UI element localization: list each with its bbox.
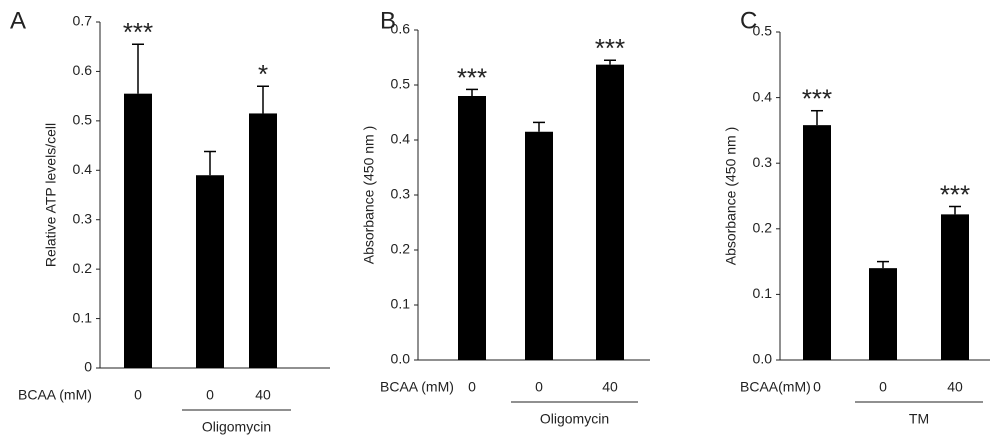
significance: *** bbox=[802, 84, 832, 114]
row-label: BCAA (mM) bbox=[380, 379, 454, 395]
y-tick-label: 0.6 bbox=[73, 62, 93, 78]
y-tick-label: 0.4 bbox=[73, 161, 93, 177]
y-tick-label: 0.4 bbox=[391, 131, 411, 147]
x-tick-label: 0 bbox=[813, 379, 821, 395]
bar bbox=[458, 96, 486, 360]
x-tick-label: 0 bbox=[468, 379, 476, 395]
significance: *** bbox=[457, 62, 487, 92]
x-tick-label: 40 bbox=[947, 379, 963, 395]
y-tick-label: 0.0 bbox=[391, 351, 411, 367]
y-tick-label: 0.2 bbox=[753, 220, 773, 236]
y-tick-label: 0 bbox=[84, 359, 92, 375]
y-tick-label: 0.1 bbox=[391, 296, 411, 312]
bar bbox=[525, 131, 553, 360]
x-tick-label: 0 bbox=[879, 379, 887, 395]
y-tick-label: 0.0 bbox=[753, 351, 773, 367]
bar bbox=[596, 64, 624, 361]
row-label: BCAA (mM) bbox=[18, 387, 92, 403]
significance: *** bbox=[123, 17, 153, 47]
bar bbox=[869, 268, 897, 360]
significance: *** bbox=[595, 33, 625, 63]
x-tick-label: 0 bbox=[134, 387, 142, 403]
group-label: Oligomycin bbox=[202, 419, 271, 435]
y-tick-label: 0.5 bbox=[391, 76, 411, 92]
bar bbox=[124, 93, 152, 369]
significance: *** bbox=[940, 179, 970, 209]
y-tick-label: 0.4 bbox=[753, 88, 773, 104]
x-tick-label: 0 bbox=[206, 387, 214, 403]
significance: * bbox=[258, 59, 268, 89]
group-label: Oligomycin bbox=[540, 411, 609, 427]
panel-label: A bbox=[10, 7, 26, 34]
y-axis-label: Absorbance (450 nm ) bbox=[723, 127, 739, 266]
bar bbox=[803, 125, 831, 360]
y-tick-label: 0.1 bbox=[73, 309, 93, 325]
y-tick-label: 0.3 bbox=[753, 154, 773, 170]
x-tick-label: 0 bbox=[535, 379, 543, 395]
y-tick-label: 0.6 bbox=[391, 21, 411, 37]
bar bbox=[196, 175, 224, 368]
bar bbox=[249, 113, 277, 368]
y-tick-label: 0.1 bbox=[753, 285, 773, 301]
y-tick-label: 0.5 bbox=[73, 112, 93, 128]
y-tick-label: 0.2 bbox=[73, 260, 93, 276]
y-tick-label: 0.3 bbox=[73, 210, 93, 226]
y-tick-label: 0.7 bbox=[73, 13, 93, 29]
y-tick-label: 0.5 bbox=[753, 23, 773, 39]
row-label: BCAA(mM) bbox=[740, 379, 811, 395]
x-tick-label: 40 bbox=[602, 379, 618, 395]
y-axis-label: Absorbance (450 nm ) bbox=[361, 126, 377, 265]
bar bbox=[941, 214, 969, 360]
x-tick-label: 40 bbox=[255, 387, 271, 403]
panel-label: C bbox=[740, 7, 757, 34]
panel-label: B bbox=[380, 7, 396, 34]
y-tick-label: 0.3 bbox=[391, 186, 411, 202]
y-axis-label: Relative ATP levels/cell bbox=[43, 123, 59, 267]
group-label: TM bbox=[909, 411, 929, 427]
y-tick-label: 0.2 bbox=[391, 241, 411, 257]
